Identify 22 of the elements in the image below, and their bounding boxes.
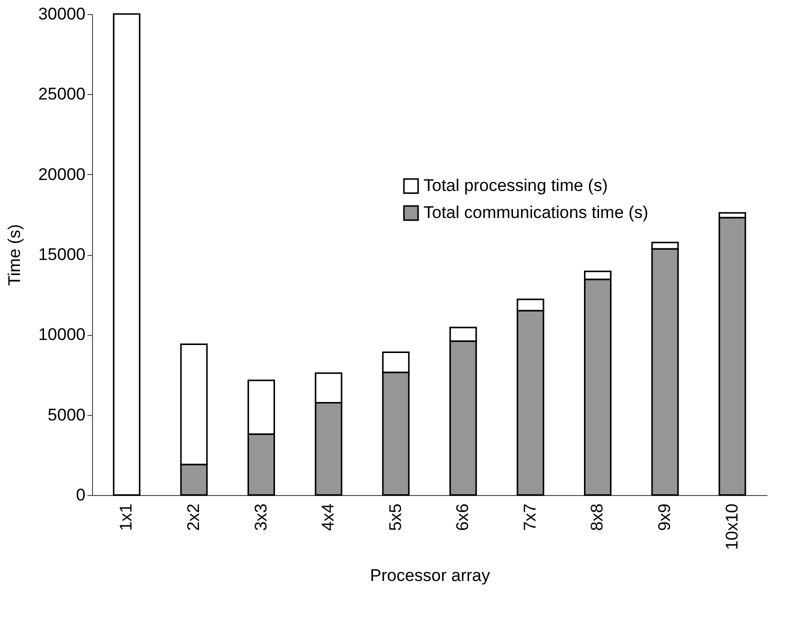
x-tick-label: 4x4: [318, 504, 338, 531]
x-tick-label: 8x8: [588, 504, 607, 531]
x-tick-label: 6x6: [453, 504, 472, 531]
x-tick-label: 3x3: [251, 504, 270, 531]
y-tick-label: 0: [76, 486, 86, 504]
y-tick-label: 5000: [48, 405, 86, 424]
x-axis-title: Processor array: [370, 566, 490, 585]
bar: [112, 13, 140, 496]
y-tick-label: 15000: [38, 245, 86, 264]
x-tick-label: 1x1: [116, 504, 136, 531]
y-tick-label: 30000: [38, 4, 86, 24]
y-tick-label: 20000: [38, 164, 86, 184]
y-tick-label: 10000: [38, 325, 86, 344]
x-tick-label: 7x7: [520, 504, 540, 531]
x-tick-label: 2x2: [184, 504, 203, 531]
y-axis-title: Time (s): [5, 224, 24, 286]
x-tick-label: 10x10: [722, 504, 742, 550]
legend-label: Total communications time (s): [424, 203, 648, 222]
y-tick-label: 25000: [38, 84, 86, 104]
x-tick-label: 9x9: [655, 504, 674, 531]
x-tick-label: 5x5: [386, 504, 405, 531]
legend-label: Total processing time (s): [424, 176, 608, 196]
